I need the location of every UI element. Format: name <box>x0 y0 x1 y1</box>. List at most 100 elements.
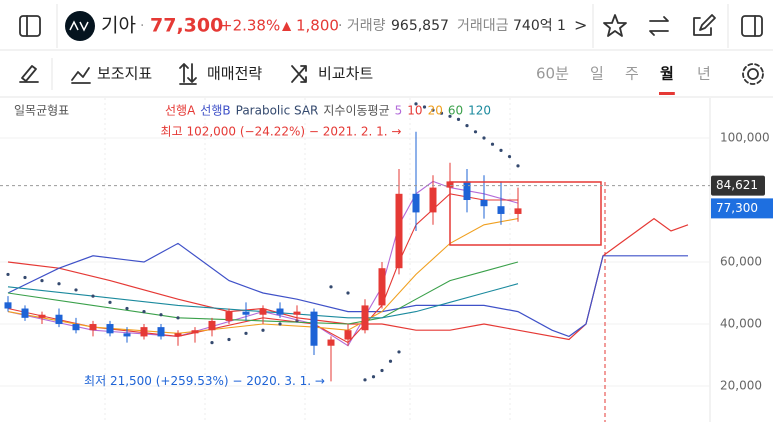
sar-dot <box>176 316 180 320</box>
period-tab[interactable]: 주 <box>625 65 639 83</box>
sar-dot <box>57 282 61 286</box>
period-tab[interactable]: 일 <box>590 65 604 83</box>
cloud-line <box>7 217 689 341</box>
legend-entry: 선행A <box>165 103 196 118</box>
candle-body <box>514 208 522 214</box>
candle-body <box>174 333 182 337</box>
y-tick-label: 60,000 <box>720 255 762 269</box>
chart: 일목균형표 20,000 40,000 60,000 100,000 84,621 77,… <box>0 98 773 422</box>
settings-icon[interactable] <box>747 68 759 80</box>
candle-body <box>21 308 29 318</box>
toolbar-button[interactable]: 보조지표 <box>97 65 152 83</box>
candle-body <box>106 324 114 334</box>
candle-body <box>395 193 403 269</box>
candle-body <box>463 181 471 201</box>
candle-body <box>480 200 488 207</box>
sar-dot <box>380 368 384 373</box>
plot-area <box>0 98 710 422</box>
sar-dot <box>431 108 435 112</box>
sar-dot <box>227 337 231 342</box>
legend-entry: Parabolic SAR <box>236 104 319 118</box>
strategy-icon <box>179 63 197 85</box>
edit-button[interactable] <box>693 14 716 36</box>
sar-dot <box>125 306 129 311</box>
more-button[interactable]: > <box>574 16 587 35</box>
sar-dot <box>244 331 248 335</box>
candle-body <box>497 206 505 214</box>
sar-dot <box>482 136 486 140</box>
draw-button[interactable] <box>19 65 39 83</box>
sar-dot <box>371 375 376 379</box>
candle-body <box>310 311 318 346</box>
candle-body <box>38 314 46 318</box>
ref-label: 84,621 <box>716 178 758 192</box>
change: 1,800 <box>296 17 339 35</box>
annotation: 최저 21,500 (+259.53%) − 2020. 3. 1. → <box>84 374 325 388</box>
legend-entry: 60 <box>448 104 463 118</box>
compare-icon <box>291 65 307 83</box>
candle-body <box>4 302 12 309</box>
volume: 965,857 <box>391 18 449 34</box>
toolbar: 보조지표 매매전략 비교차트 60분 일 주 월 년 <box>0 58 773 98</box>
candle-body <box>327 339 335 346</box>
sar-dot <box>346 291 350 295</box>
period-tab[interactable]: 60분 <box>536 65 569 83</box>
top-bar: 기아 · 77,300 +2.38% ▲ 1,800 · 거래량 965,857… <box>0 4 773 51</box>
change-pct: +2.38% <box>220 17 280 35</box>
panel-button[interactable] <box>741 15 763 37</box>
last-price-box <box>711 198 773 219</box>
legend-entry: 20 <box>428 104 443 118</box>
period-tab[interactable]: 년 <box>697 65 711 83</box>
candle-body <box>412 193 420 213</box>
candle-body <box>55 314 63 325</box>
sar-dot <box>507 154 512 159</box>
sar-dot <box>210 341 214 345</box>
sar-dot <box>473 130 478 134</box>
legend-entry: 120 <box>468 104 491 118</box>
toolbar-button[interactable]: 비교차트 <box>318 65 373 83</box>
candle-body <box>225 311 233 321</box>
stock-name: 기아 <box>101 15 136 37</box>
candle-body <box>140 327 148 337</box>
candle-body <box>276 308 284 315</box>
sidebar-button[interactable] <box>19 15 41 37</box>
y-tick-label: 20,000 <box>720 379 762 393</box>
period-tab[interactable]: 월 <box>660 65 674 83</box>
sar-dot <box>40 279 44 283</box>
annotation: 최고 102,000 (−24.22%) − 2021. 2. 1. → <box>161 124 402 138</box>
candle-body <box>89 324 97 331</box>
sar-dot <box>414 102 418 106</box>
sar-dot <box>91 294 95 298</box>
sar-dot <box>388 359 393 363</box>
sar-dot <box>456 117 461 121</box>
sar-dot <box>397 350 401 354</box>
sar-dot <box>465 123 469 128</box>
volume-label: · 거래량 <box>338 18 386 34</box>
change-arrow: ▲ <box>282 19 292 33</box>
y-tick-label: 40,000 <box>720 317 762 331</box>
candle-body <box>259 308 267 315</box>
sar-dot <box>278 322 282 326</box>
sar-dot <box>439 111 444 115</box>
value-label: 거래대금 <box>457 18 509 34</box>
sar-dot <box>159 313 163 317</box>
toolbar-button[interactable]: 매매전략 <box>207 65 262 83</box>
indicator-icon <box>71 67 91 84</box>
favorite-button[interactable] <box>603 14 627 37</box>
sar-dot <box>448 114 452 118</box>
sar-dot <box>6 272 10 277</box>
candle-body <box>157 327 165 337</box>
sar-dot <box>261 328 265 332</box>
legend-entry: 5 <box>395 104 403 118</box>
y-tick-label: 100,000 <box>720 130 770 144</box>
candle-body <box>123 333 131 337</box>
sar-dot <box>490 142 495 146</box>
candle-body <box>378 268 386 306</box>
trade-value: 740억 1 <box>513 18 566 34</box>
swap-button[interactable] <box>649 16 669 36</box>
sar-dot <box>329 285 333 289</box>
candle-body <box>242 311 250 315</box>
last-price-label: 77,300 <box>716 201 758 215</box>
